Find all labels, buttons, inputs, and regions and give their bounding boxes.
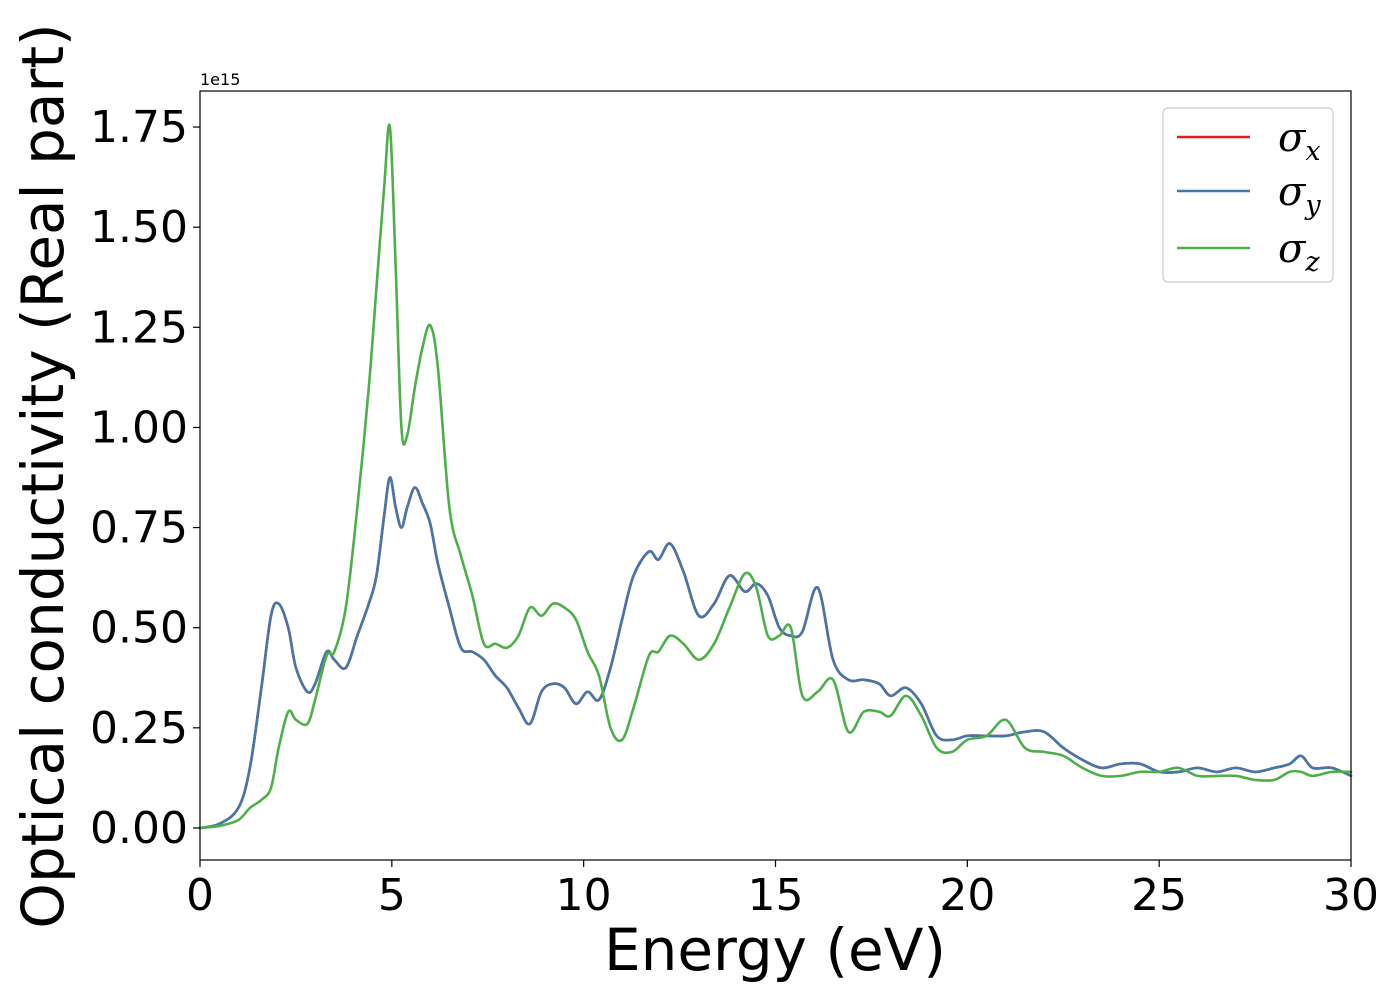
legend-item-x: σx	[1177, 115, 1321, 167]
x-tick-label: 10	[556, 870, 612, 921]
legend-label: σx	[1278, 115, 1321, 167]
legend-label: σy	[1278, 169, 1321, 221]
y-tick-label: 0.25	[90, 703, 188, 754]
x-tick-label: 25	[1131, 870, 1187, 921]
y-offset-label: 1e15	[200, 70, 240, 89]
legend-box	[1162, 107, 1334, 283]
y-tick-label: 1.25	[90, 302, 188, 353]
x-tick-label: 15	[748, 870, 804, 921]
y-axis-title: Optical conductivity (Real part)	[9, 23, 77, 928]
x-axis-title: Energy (eV)	[604, 916, 946, 984]
y-tick-label: 0.75	[90, 503, 188, 554]
legend-item-z: σz	[1177, 226, 1320, 278]
y-tick-label: 1.50	[90, 202, 188, 253]
x-tick-label: 30	[1323, 870, 1379, 921]
series-line-y	[198, 476, 1353, 830]
series-line-z	[198, 123, 1353, 830]
y-axis-ticks: 0.00 0.25 0.50 0.75 1.00 1.25 1.50 1.75	[90, 102, 200, 854]
y-tick-label: 0.00	[90, 803, 188, 854]
x-tick-label: 20	[939, 870, 995, 921]
y-tick-label: 1.75	[90, 102, 188, 153]
x-tick-label: 0	[186, 870, 214, 921]
legend-item-y: σy	[1177, 169, 1321, 221]
plot-lines	[198, 123, 1353, 830]
legend-label: σz	[1278, 226, 1320, 278]
y-tick-label: 1.00	[90, 402, 188, 453]
x-tick-label: 5	[378, 870, 406, 921]
x-axis-ticks: 0 5 10 15 20 25 30	[186, 860, 1379, 921]
y-tick-label: 0.50	[90, 603, 188, 654]
